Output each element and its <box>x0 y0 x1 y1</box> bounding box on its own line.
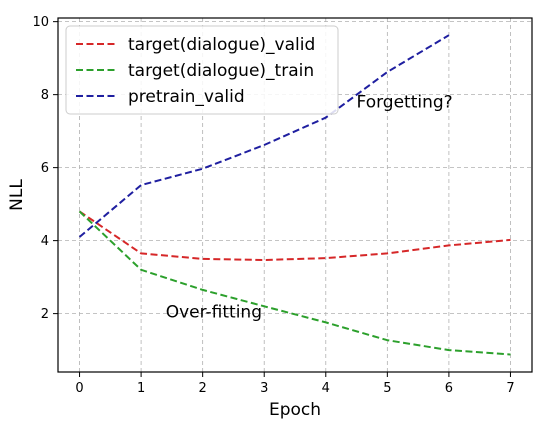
y-tick-label: 10 <box>32 15 49 30</box>
y-axis-label: NLL <box>7 179 27 211</box>
x-tick-label: 4 <box>322 381 330 396</box>
y-tick-label: 6 <box>41 161 49 176</box>
series-line-2 <box>78 34 450 238</box>
x-tick-label: 5 <box>383 381 391 396</box>
annotation-0: Forgetting? <box>357 92 453 112</box>
x-tick-label: 7 <box>506 381 514 396</box>
y-tick-label: 8 <box>41 88 49 103</box>
x-tick-label: 6 <box>445 381 453 396</box>
tick-layer: 0 1 2 3 4 5 6 7 2 4 6 8 10 <box>32 15 514 396</box>
legend-box <box>65 25 339 115</box>
legend: target(dialogue)_valid target(dialogue)_t… <box>65 25 339 115</box>
x-tick-label: 1 <box>137 381 145 396</box>
series-line-1 <box>78 210 511 356</box>
legend-label-1: target(dialogue)_train <box>128 61 314 81</box>
x-tick-label: 3 <box>260 381 268 396</box>
series-line-0 <box>78 210 511 262</box>
legend-label-2: pretrain_valid <box>128 87 245 107</box>
annotation-1: Over-fitting <box>166 302 262 322</box>
legend-label-0: target(dialogue)_valid <box>128 35 315 55</box>
series-layer <box>78 34 511 356</box>
x-tick-label: 2 <box>199 381 207 396</box>
y-tick-label: 2 <box>41 307 49 322</box>
y-tick-label: 4 <box>41 234 49 249</box>
x-tick-label: 0 <box>75 381 83 396</box>
annotation-layer: Forgetting? Over-fitting <box>166 92 453 322</box>
x-axis-label: Epoch <box>269 400 321 420</box>
plot-frame <box>57 17 533 373</box>
